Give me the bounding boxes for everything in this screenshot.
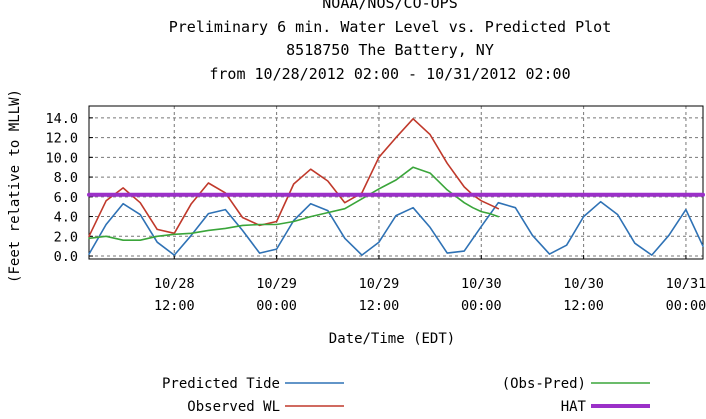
title-line-4: from 10/28/2012 02:00 - 10/31/2012 02:00: [209, 65, 570, 83]
y-tick-label: 14.0: [45, 111, 78, 127]
x-tick-date: 10/31: [666, 276, 706, 292]
y-tick-label: 8.0: [54, 170, 78, 186]
legend-label-predicted-tide: Predicted Tide: [162, 376, 280, 392]
x-tick-time: 12:00: [154, 298, 195, 314]
title-line-3: 8518750 The Battery, NY: [286, 41, 494, 59]
series-observed-wl-line: [88, 118, 500, 238]
x-axis-label: Date/Time (EDT): [329, 331, 455, 347]
x-tick-date: 10/29: [359, 276, 400, 292]
y-tick-label: 2.0: [54, 229, 78, 245]
title-line-1: NOAA/NOS/CO-OPS: [322, 0, 457, 12]
y-tick-label: 0.0: [54, 249, 78, 265]
x-tick-time: 00:00: [666, 298, 706, 314]
title-line-2: Preliminary 6 min. Water Level vs. Predi…: [169, 18, 612, 36]
series-obs-pred-line: [88, 166, 500, 241]
chart-title: NOAA/NOS/CO-OPS Preliminary 6 min. Water…: [169, 0, 612, 83]
x-axis-ticks: 10/28 12:00 10/29 00:00 10/29 12:00 10/30 00:00…: [154, 255, 706, 314]
y-tick-label: 6.0: [54, 190, 78, 206]
x-tick-time: 00:00: [256, 298, 297, 314]
legend-label-obs-pred: (Obs-Pred): [502, 376, 586, 392]
legend-label-observed-wl: Observed WL: [187, 399, 280, 415]
y-tick-label: 12.0: [45, 131, 78, 147]
x-tick-time: 12:00: [563, 298, 604, 314]
legend-label-hat: HAT: [561, 399, 587, 415]
x-tick-time: 12:00: [359, 298, 400, 314]
series-predicted-tide-line: [88, 200, 704, 256]
x-tick-date: 10/30: [563, 276, 604, 292]
y-axis-label: (Feet relative to MLLW): [7, 89, 23, 283]
legend: Predicted Tide Observed WL (Obs-Pred) HAT: [162, 376, 650, 415]
y-axis-ticks: 0.0 2.0 4.0 6.0 8.0 10.0 12.0 14.0: [45, 111, 93, 265]
data-series: [87, 118, 705, 256]
x-tick-date: 10/28: [154, 276, 195, 292]
plot-area: [88, 105, 704, 260]
y-tick-label: 4.0: [54, 210, 78, 226]
x-tick-date: 10/29: [256, 276, 297, 292]
grid-lines: [89, 106, 703, 259]
y-tick-label: 10.0: [45, 150, 78, 166]
x-tick-date: 10/30: [461, 276, 502, 292]
x-tick-time: 00:00: [461, 298, 502, 314]
